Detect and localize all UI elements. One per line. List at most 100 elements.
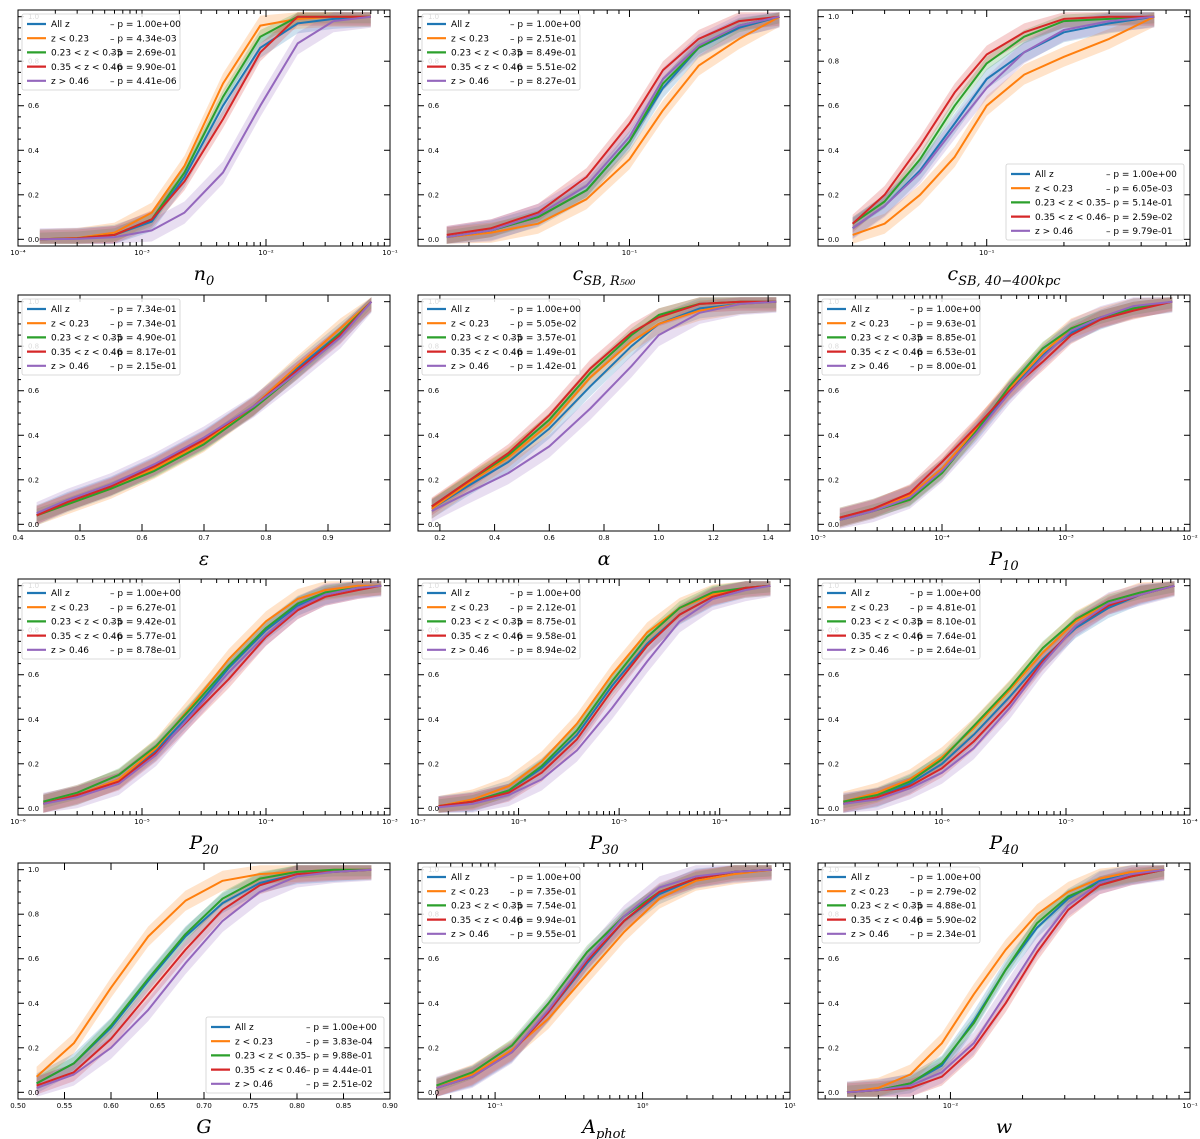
x-tick-label: 0.2 [434, 534, 445, 542]
legend-entry-3: 0.23 < z < 0.35– p = 8.49e-01 [451, 49, 577, 59]
legend: All z – p = 1.00e+00 z < 0.23– p = 9.63e-0… [821, 298, 981, 376]
plot-area [851, 12, 1155, 244]
series-line-4 [446, 15, 780, 236]
y-tick-label: 0.2 [828, 760, 839, 768]
y-tick-label: 0.6 [28, 671, 40, 679]
series-line-3 [36, 868, 372, 1085]
x-tick-label: 0.4 [489, 534, 501, 542]
x-tick-label: 10⁻³ [1058, 534, 1074, 542]
legend: All z – p = 1.00e+00 z < 0.23– p = 3.83e-0… [205, 1016, 385, 1094]
x-tick-label: 10⁻⁵ [1058, 818, 1074, 826]
chart-panel-10: 0.0 0.2 0.4 0.6 0.8 1.0 0.50 0.55 0.60 0.65 0.70 0.… [10, 862, 398, 1138]
y-tick-label: 1.0 [28, 866, 39, 874]
legend-entry-5: z > 0.46– p = 1.42e-01 [451, 362, 577, 372]
series-band-2 [39, 12, 371, 244]
series-band-5 [436, 865, 772, 1097]
y-tick-label: 0.4 [828, 1000, 840, 1008]
legend-entry-2: z < 0.23– p = 7.35e-01 [451, 887, 577, 897]
legend-entry-3: 0.23 < z < 0.35– p = 4.90e-01 [51, 334, 177, 344]
legend: All z – p = 1.00e+00 z < 0.23– p = 4.81e-0… [821, 582, 981, 660]
legend: All z – p = 1.00e+00 z < 0.23– p = 2.51e-0… [421, 13, 581, 91]
legend-entry-2: z < 0.23– p = 7.34e-01 [51, 319, 177, 329]
x-tick-label: 10⁻⁴ [258, 818, 274, 826]
plot-area [839, 297, 1173, 529]
legend-entry-3: 0.23 < z < 0.35– p = 8.10e-01 [851, 618, 977, 628]
y-tick-label: 0.2 [828, 191, 839, 199]
series-line-2 [43, 584, 382, 805]
legend-box [21, 13, 181, 91]
x-tick-label: 10⁻⁶ [10, 818, 26, 826]
legend-box [21, 298, 181, 376]
y-tick-label: 0.2 [28, 1044, 39, 1052]
legend-entry-1: All z – p = 1.00e+00 [451, 305, 581, 315]
legend-entry-2: z < 0.23– p = 2.79e-02 [851, 887, 977, 897]
y-tick-label: 0.6 [428, 387, 440, 395]
y-tick-label: 0.2 [28, 191, 39, 199]
x-tick-label: 10⁻⁵ [134, 818, 150, 826]
legend-entry-5: z > 0.46– p = 2.64e-01 [851, 646, 977, 656]
y-tick-label: 0.0 [828, 236, 839, 244]
legend-entry-5: z > 0.46– p = 2.34e-01 [851, 930, 977, 940]
legend-entry-1: All z – p = 1.00e+00 [51, 589, 181, 599]
x-tick-label: 10⁻² [1182, 534, 1198, 542]
x-tick-label: 1.4 [763, 534, 775, 542]
series-band-4 [436, 865, 772, 1097]
y-tick-label: 0.4 [828, 716, 840, 724]
legend-entry-4: 0.35 < z < 0.46– p = 2.59e-02 [1035, 213, 1173, 223]
y-tick-label: 0.0 [828, 1089, 839, 1097]
x-tick-label: 10¹ [784, 1102, 796, 1110]
x-tick-label: 10⁻¹ [487, 1102, 503, 1110]
x-axis-label: P10 [988, 548, 1018, 574]
series-band-2 [839, 297, 1173, 528]
y-tick-label: 0.6 [28, 955, 40, 963]
series-line-5 [36, 301, 373, 515]
plot-area [436, 865, 772, 1097]
series-line-4 [431, 300, 777, 508]
legend-box [421, 13, 581, 91]
chart-panel-6: 0.00.20.40.60.81.010⁻⁵10⁻⁴10⁻³10⁻²P10All… [810, 294, 1198, 574]
legend-box [821, 582, 981, 660]
y-tick-label: 0.2 [828, 476, 839, 484]
series-line-5 [446, 15, 780, 239]
series-line-2 [852, 15, 1155, 236]
legend-entry-3: 0.23 < z < 0.35– p = 5.14e-01 [1035, 199, 1173, 209]
legend-box [205, 1016, 385, 1094]
legend-entry-3: 0.23 < z < 0.35– p = 2.69e-01 [51, 49, 177, 59]
x-tick-label: 0.50 [10, 1102, 26, 1110]
series-line-3 [843, 584, 1175, 803]
x-axis-label: P20 [188, 832, 218, 858]
chart-panel-7: 0.00.20.40.60.81.010⁻⁶10⁻⁵10⁻⁴10⁻³P20All… [10, 578, 398, 858]
series-line-2 [39, 15, 371, 241]
legend-entry-4: 0.35 < z < 0.46– p = 8.17e-01 [51, 348, 177, 358]
x-tick-label: 0.4 [12, 534, 24, 542]
series-line-1 [431, 300, 777, 510]
x-tick-label: 10⁰ [637, 1102, 649, 1110]
y-tick-label: 0.0 [428, 521, 439, 529]
legend-entry-1: All z – p = 1.00e+00 [851, 305, 981, 315]
series-line-4 [851, 15, 1155, 225]
x-tick-label: 10⁻² [943, 1102, 959, 1110]
x-axis-label: cSB, R₅₀₀ [573, 263, 637, 289]
x-tick-label: 10⁻⁴ [934, 534, 950, 542]
series-line-4 [843, 584, 1175, 805]
x-tick-label: 10⁻³ [134, 249, 150, 257]
y-tick-label: 0.6 [828, 671, 840, 679]
legend-entry-4: 0.35 < z < 0.46– p = 1.49e-01 [451, 348, 577, 358]
y-tick-label: 0.0 [28, 805, 39, 813]
series-line-2 [436, 868, 772, 1089]
y-tick-label: 0.4 [428, 716, 440, 724]
series-band-4 [36, 865, 372, 1095]
y-tick-label: 0.0 [828, 805, 839, 813]
y-tick-label: 0.0 [428, 1089, 439, 1097]
legend-entry-4: 0.35 < z < 0.46– p = 5.90e-02 [851, 916, 977, 926]
series-band-2 [436, 865, 772, 1097]
series-band-1 [852, 12, 1155, 239]
plot-area [846, 865, 1165, 1097]
series-line-3 [43, 584, 382, 803]
x-tick-label: 0.90 [382, 1102, 398, 1110]
y-tick-label: 0.8 [28, 911, 39, 919]
legend-entry-3: 0.23 < z < 0.35– p = 3.57e-01 [451, 334, 577, 344]
legend-entry-1: All z – p = 1.00e+00 [451, 589, 581, 599]
